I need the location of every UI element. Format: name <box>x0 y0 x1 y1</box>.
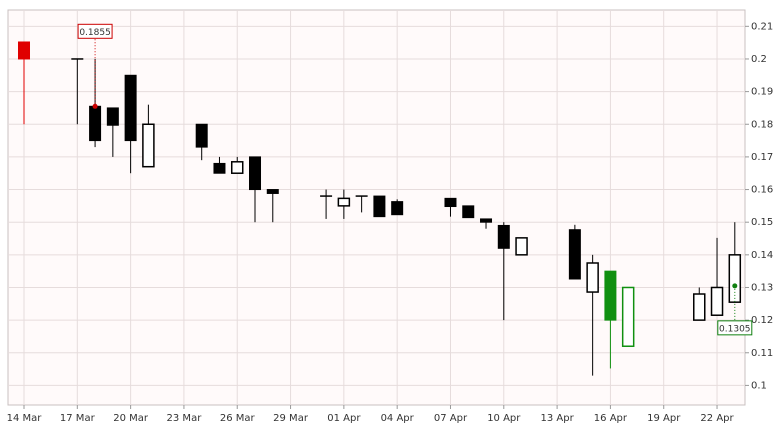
candle-body <box>586 262 599 293</box>
y-tick-label: 0.14 <box>751 250 773 261</box>
annotation-dot <box>92 103 98 109</box>
x-tick-label: 22 Apr <box>700 413 734 424</box>
candle-body <box>337 197 351 207</box>
y-tick-label: 0.2 <box>751 54 767 65</box>
candle-body <box>497 224 510 249</box>
y-tick-label: 0.12 <box>751 315 773 326</box>
candle-body <box>213 162 226 174</box>
candle-body <box>693 293 706 321</box>
y-tick-label: 0.21 <box>751 21 773 32</box>
candle-body <box>249 156 262 191</box>
annotation-label: 0.1305 <box>719 324 751 334</box>
candle-body <box>710 286 724 316</box>
candle-body <box>515 237 528 256</box>
y-tick-label: 0.15 <box>751 217 773 228</box>
y-tick-label: 0.1 <box>751 380 767 391</box>
y-tick-label: 0.17 <box>751 152 773 163</box>
x-tick-label: 13 Apr <box>540 413 574 424</box>
x-tick-label: 01 Apr <box>327 413 361 424</box>
candle-body <box>444 197 457 208</box>
candle-body <box>480 218 493 223</box>
y-tick-label: 0.19 <box>751 87 773 98</box>
x-tick-label: 07 Apr <box>434 413 468 424</box>
x-tick-label: 17 Mar <box>60 413 96 424</box>
x-tick-label: 23 Mar <box>167 413 203 424</box>
x-tick-label: 10 Apr <box>487 413 521 424</box>
candle-body <box>568 229 581 280</box>
candle-body <box>18 41 30 60</box>
candle-body <box>124 74 137 142</box>
candle-body <box>266 189 279 194</box>
candle-body <box>230 161 244 174</box>
x-tick-label: 14 Mar <box>7 413 43 424</box>
candle-body <box>621 286 635 347</box>
y-tick-label: 0.13 <box>751 282 773 293</box>
annotation-box <box>77 23 113 39</box>
annotation-dot <box>732 283 738 289</box>
y-tick-label: 0.18 <box>751 119 773 130</box>
candle-body <box>106 107 119 126</box>
annotation-box <box>717 320 753 336</box>
candle-body <box>728 254 742 303</box>
x-tick-label: 16 Apr <box>594 413 628 424</box>
candle-body <box>373 195 386 218</box>
candle-body <box>89 105 102 142</box>
annotation-label: 0.1855 <box>79 28 111 38</box>
x-tick-label: 20 Mar <box>113 413 149 424</box>
x-tick-label: 04 Apr <box>381 413 415 424</box>
x-tick-label: 26 Mar <box>220 413 256 424</box>
candle-body <box>391 201 404 216</box>
candle-body <box>462 205 475 219</box>
x-tick-label: 29 Mar <box>273 413 309 424</box>
y-tick-label: 0.11 <box>751 348 773 359</box>
candle-body <box>142 123 155 168</box>
candle-body <box>195 123 208 148</box>
y-tick-label: 0.16 <box>751 185 773 196</box>
candle-body <box>604 270 617 321</box>
x-tick-label: 19 Apr <box>647 413 681 424</box>
